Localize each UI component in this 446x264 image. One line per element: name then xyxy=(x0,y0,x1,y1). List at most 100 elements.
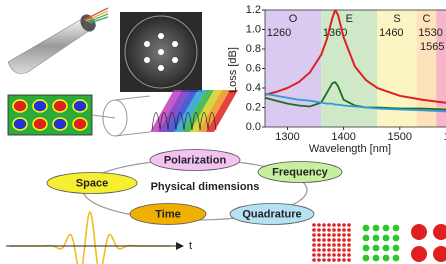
constellation-point xyxy=(312,258,316,262)
page: {"chart_data": {"type": "line", "xlabel"… xyxy=(0,0,446,264)
constellation-point xyxy=(347,253,351,257)
constellation-point xyxy=(322,233,326,237)
constellation-point xyxy=(312,248,316,252)
constellation-point xyxy=(317,233,321,237)
constellation-point xyxy=(383,245,390,252)
x-tick-label: 1500 xyxy=(388,131,412,143)
constellation-point xyxy=(383,235,390,242)
band-name: E xyxy=(346,13,353,25)
constellation-point xyxy=(347,248,351,252)
mode-lobe xyxy=(13,118,27,130)
constellation-point xyxy=(342,253,346,257)
constellation-point xyxy=(383,255,390,262)
constellation-point xyxy=(337,248,341,252)
constellation-point xyxy=(317,228,321,232)
constellation-point xyxy=(373,245,380,252)
band-name: O xyxy=(289,13,298,25)
constellation-point xyxy=(332,223,336,227)
fiber-core xyxy=(144,41,150,47)
x-tick-label: 1400 xyxy=(331,131,355,143)
constellation-point xyxy=(327,228,331,232)
constellation-point xyxy=(337,243,341,247)
mode-lobe xyxy=(53,118,67,130)
constellation-point xyxy=(347,243,351,247)
constellation-point xyxy=(393,235,400,242)
constellation-point xyxy=(363,235,370,242)
fiber-core xyxy=(158,33,164,39)
figure: OESCL1260136014601530156516250.00.20.40.… xyxy=(0,0,446,264)
dimension-label: Polarization xyxy=(164,154,227,166)
constellation-point xyxy=(332,248,336,252)
mode-lobe xyxy=(73,100,87,112)
constellation-point xyxy=(337,253,341,257)
constellation-point xyxy=(332,243,336,247)
plot-area: OESCL126013601460153015651625 xyxy=(265,10,446,127)
constellation-point xyxy=(393,255,400,262)
constellation-point xyxy=(322,248,326,252)
constellation-point xyxy=(322,243,326,247)
constellation-point xyxy=(347,228,351,232)
constellation-point xyxy=(312,243,316,247)
constellation-point xyxy=(433,224,446,240)
constellation-point xyxy=(332,228,336,232)
constellation-point xyxy=(322,258,326,262)
constellation-point xyxy=(317,238,321,242)
constellation-point xyxy=(327,223,331,227)
constellation-point xyxy=(332,253,336,257)
constellation-point xyxy=(363,245,370,252)
y-tick-label: 0.0 xyxy=(246,121,261,133)
constellation-point xyxy=(342,228,346,232)
mode-lobe xyxy=(33,118,47,130)
constellation-point xyxy=(327,233,331,237)
constellation-point xyxy=(347,223,351,227)
constellation-point xyxy=(363,255,370,262)
band-edge-label: 1460 xyxy=(379,27,403,39)
constellation-point xyxy=(327,258,331,262)
y-axis-label: Loss [dB] xyxy=(227,47,239,93)
constellation-point xyxy=(347,233,351,237)
constellation-point xyxy=(411,246,427,262)
time-axis-label: t xyxy=(189,240,192,252)
constellation-point xyxy=(342,223,346,227)
constellation-point xyxy=(312,238,316,242)
constellation-point xyxy=(383,225,390,232)
constellation-point xyxy=(322,223,326,227)
constellation-point xyxy=(317,243,321,247)
x-tick-label: 1300 xyxy=(275,131,299,143)
band-edge-label: 1530 xyxy=(418,27,442,39)
mode-lobe xyxy=(13,100,27,112)
band-edge-label: 1565 xyxy=(420,41,444,53)
y-tick-label: 1.0 xyxy=(246,23,261,35)
dimension-label: Quadrature xyxy=(242,208,301,220)
constellation-point xyxy=(337,238,341,242)
constellation-point xyxy=(317,258,321,262)
mode-lobe xyxy=(33,100,47,112)
mode-lobe xyxy=(73,118,87,130)
constellation-point xyxy=(322,253,326,257)
constellation-point xyxy=(373,225,380,232)
constellation-point xyxy=(337,233,341,237)
constellation-point xyxy=(317,223,321,227)
constellation-point xyxy=(337,258,341,262)
band-name: S xyxy=(393,13,400,25)
constellation-point xyxy=(312,253,316,257)
constellation-point xyxy=(347,258,351,262)
constellation-point xyxy=(327,248,331,252)
constellation-point xyxy=(312,228,316,232)
constellation-point xyxy=(317,248,321,252)
constellation-point xyxy=(332,238,336,242)
y-tick-label: 0.4 xyxy=(246,82,261,94)
constellation-point xyxy=(342,243,346,247)
band-edge-label: 1260 xyxy=(267,27,291,39)
constellation-point xyxy=(312,223,316,227)
constellation-point xyxy=(337,223,341,227)
time-arrow xyxy=(176,242,184,250)
fiber-core xyxy=(172,41,178,47)
y-tick-label: 0.2 xyxy=(246,101,261,113)
constellation-point xyxy=(337,228,341,232)
fiber-core xyxy=(172,57,178,63)
mode-lobe xyxy=(53,100,67,112)
constellation-point xyxy=(312,233,316,237)
constellation-point xyxy=(373,235,380,242)
constellation-point xyxy=(393,245,400,252)
